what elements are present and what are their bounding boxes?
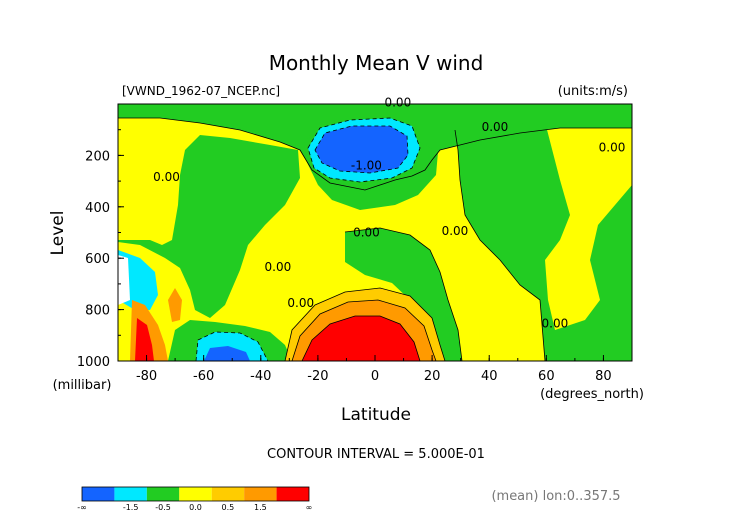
legend-label-3: 0.0 [189,503,202,512]
field-orange-patch [168,288,182,322]
x-tick-label-3: -20 [307,369,328,384]
contour-label-1: 0.00 [482,120,509,134]
legend-label-4: 0.5 [222,503,235,512]
dataset-label: [VWND_1962-07_NCEP.nc] [122,84,280,98]
y-axis-units: (millibar) [53,378,112,393]
contour-lines [118,117,632,361]
legend-label-6: ∞ [306,503,313,512]
legend-label-5: 1.5 [254,503,267,512]
x-tick-label-5: 20 [424,369,441,384]
x-tick-label-1: -60 [193,369,214,384]
y-tick-label-0: 200 [85,149,110,164]
field-missing [118,255,130,305]
footnote: (mean) lon:0..357.5 [491,489,620,504]
field-green-south [118,135,300,318]
units-label: (units:m/s) [558,84,628,99]
y-tick-label-2: 600 [85,252,110,267]
field-blue-south [204,346,250,361]
y-tick-label-1: 400 [85,201,110,216]
contour-label-9: 0.00 [542,317,569,331]
field-red-pole [135,318,154,361]
x-axis-units: (degrees_north) [540,387,644,402]
legend-swatch-0 [82,487,115,501]
field-blue-jet [315,126,408,173]
contour-label-6: 0.00 [442,224,469,238]
color-legend: -∞ -1.5 -0.5 0.0 0.5 1.5 ∞ [77,486,313,512]
x-tick-label-4: 0 [371,369,379,384]
legend-swatch-3 [179,487,212,501]
y-tick-label-4: 1000 [77,355,110,370]
legend-swatch-1 [114,487,147,501]
contour-label-5: 0.00 [353,225,380,239]
x-tick-label-0: -80 [136,369,157,384]
legend-label-2: -0.5 [155,503,171,512]
x-tick-label-2: -40 [250,369,271,384]
legend-swatch-5 [244,487,277,501]
y-axis: 200 400 600 800 1000 [77,129,124,370]
legend-label-0: -∞ [77,503,87,512]
legend-swatch-2 [146,487,180,501]
contour-label-4: -1.00 [351,159,382,173]
y-tick-label-3: 800 [85,304,110,319]
legend-swatch-6 [276,487,309,501]
legend-frame [81,486,310,502]
x-tick-label-8: 80 [595,369,612,384]
x-tick-label-6: 40 [481,369,498,384]
legend-swatch-4 [211,487,245,501]
field-green-north [455,122,632,361]
contour-interval-text: CONTOUR INTERVAL = 5.000E-01 [267,447,485,462]
x-axis-title: Latitude [341,405,411,425]
x-tick-label-7: 60 [538,369,555,384]
x-axis: -80 -60 -40 -20 0 20 40 60 80 [117,355,633,384]
contour-label-2: 0.00 [599,141,626,155]
y-axis-title: Level [48,211,68,256]
contour-label-3: 0.00 [153,170,180,184]
chart-title: Monthly Mean V wind [269,51,484,75]
contour-label-7: 0.00 [265,260,292,274]
contour-fields [118,104,632,361]
contour-label-0: 0.00 [384,96,411,110]
contour-labels: 0.00 0.00 0.00 0.00 -1.00 0.00 0.00 0.00 0.00 0.0… [153,96,625,331]
contour-label-8: 0.00 [287,296,314,310]
legend-label-1: -1.5 [123,503,139,512]
field-red [302,316,420,361]
